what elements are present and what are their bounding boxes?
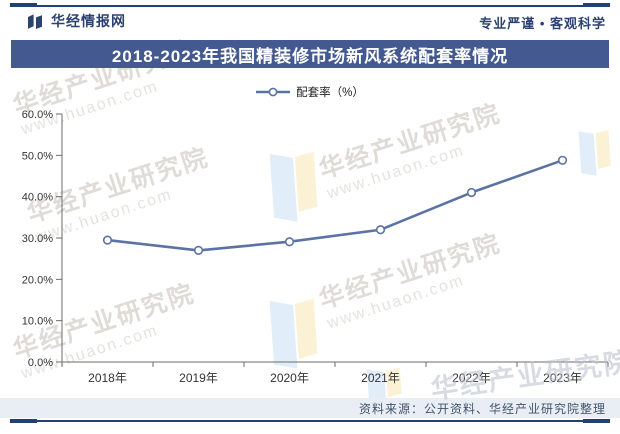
svg-text:2019年: 2019年 xyxy=(179,371,218,385)
bottom-border-cap-left xyxy=(10,419,37,423)
svg-text:10.0%: 10.0% xyxy=(22,316,53,328)
line-chart: 0.0% 10.0% 20.0% 30.0% 40.0% 50.0% 60.0% 2018年 2… xyxy=(22,109,609,385)
top-border-cap-left xyxy=(10,3,37,7)
brand: 华经情报网 xyxy=(26,11,126,31)
source-note: 资料来源：公开资料、华经产业研究院整理 xyxy=(358,401,606,416)
svg-text:2023年: 2023年 xyxy=(543,371,582,385)
top-border-line xyxy=(10,5,610,7)
brand-name: 华经情报网 xyxy=(51,13,126,29)
svg-text:0.0%: 0.0% xyxy=(28,357,53,369)
header-tagline: 专业严谨 • 客观科学 xyxy=(479,16,606,31)
svg-text:60.0%: 60.0% xyxy=(22,109,53,121)
svg-text:40.0%: 40.0% xyxy=(22,192,53,204)
source-bar: 资料来源：公开资料、华经产业研究院整理 xyxy=(0,398,620,418)
svg-text:2021年: 2021年 xyxy=(361,371,400,385)
svg-text:30.0%: 30.0% xyxy=(22,233,53,245)
huajing-logo-icon xyxy=(28,14,42,29)
chart-legend: 配套率（%） xyxy=(0,84,620,100)
svg-text:20.0%: 20.0% xyxy=(22,274,53,286)
svg-text:50.0%: 50.0% xyxy=(22,150,53,162)
svg-text:2022年: 2022年 xyxy=(452,371,491,385)
bottom-border-cap-right xyxy=(583,419,610,423)
svg-text:2020年: 2020年 xyxy=(270,371,309,385)
top-border-cap-right xyxy=(583,3,610,7)
svg-text:2018年: 2018年 xyxy=(88,371,127,385)
legend-label: 配套率（%） xyxy=(296,87,364,99)
bottom-border-line xyxy=(10,420,610,422)
title-bar: 2018-2023年我国精装修市场新风系统配套率情况 xyxy=(11,40,609,68)
chart-title: 2018-2023年我国精装修市场新风系统配套率情况 xyxy=(111,46,509,66)
header: 华经情报网 专业严谨 • 客观科学 xyxy=(0,9,620,35)
legend-marker-icon xyxy=(256,87,291,97)
